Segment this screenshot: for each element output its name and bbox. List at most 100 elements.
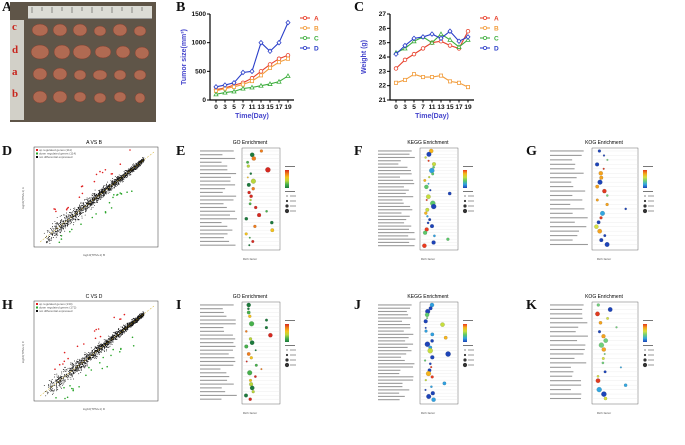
weight-xtick-label: 5 [412, 104, 416, 111]
scatter-h-ylabel: log10(TPM+1) C [21, 340, 25, 363]
enrich-f-title: KEGG Enrichment [407, 140, 449, 146]
tumor-size-point-C [258, 82, 264, 88]
weight-point-B [448, 79, 453, 84]
tumor-size-xtick-label: 17 [275, 104, 283, 111]
tumor-size-xtick-label: 15 [266, 104, 274, 111]
tumor-size-point-C [249, 84, 255, 90]
weight-point-B [457, 80, 462, 85]
panel-label-d: D [2, 144, 13, 159]
scatter-h: C VS D up regulated genes (134) down reg… [21, 294, 159, 411]
tumor-size-xtick-label: 0 [214, 104, 218, 111]
weight-point-B [394, 80, 399, 85]
enrich-j: KEGG Enrichment Rich factor [378, 294, 474, 415]
weight-xtick-label: 3 [403, 104, 407, 111]
scatter-d-xlabel: log10(TPM+1) B [83, 253, 105, 257]
tumor-size-legend-label-A: A [314, 15, 319, 22]
tumor-size-point-D [285, 19, 291, 26]
panel-label-e: E [176, 144, 186, 159]
weight-ytick-label: 21 [379, 97, 387, 104]
weight-ytick-label: 23 [379, 68, 387, 75]
tumor-size-legend-label-D: D [314, 45, 319, 52]
weight-point-B [466, 85, 471, 90]
tumor-size-point-B [268, 65, 273, 70]
enrich-k-xlabel: Rich factor [597, 411, 611, 415]
tumor-size-legend-marker-C [303, 36, 308, 41]
enrich-i: GO Enrichment Rich factor [200, 294, 296, 415]
weight-legend-label-B: B [494, 25, 499, 32]
enrich-e: GO Enrichment Rich factor [200, 140, 296, 261]
panel-label-i: I [176, 298, 182, 313]
scatter-d-ylabel: log10(TPM+1) A [21, 187, 25, 209]
tumor-size-ytick-label: 500 [195, 68, 206, 75]
tumor-size-point-D [222, 82, 228, 88]
weight-point-D [429, 31, 435, 37]
panel-label-k: K [526, 298, 537, 313]
tumor-size-point-A [285, 53, 291, 58]
tumor-size-point-B [277, 60, 282, 65]
tumor-size-point-D [276, 39, 282, 46]
weight-ylabel: Weight (g) [361, 40, 368, 74]
tumor-size-point-B [241, 82, 246, 87]
enrich-g-xlabel: Rich factor [597, 257, 611, 261]
tumor-size-ytick-label: 0 [202, 97, 206, 104]
panel-label-c: C [354, 0, 365, 15]
weight-point-A [402, 57, 408, 63]
tumor-size-ylabel: Tumor size(mm³) [181, 29, 188, 85]
tumor-size-xtick-label: 5 [232, 104, 236, 111]
weight-point-A [420, 46, 426, 51]
tumor-size-point-C [285, 73, 291, 78]
weight-ytick-label: 26 [379, 25, 387, 32]
panel-label-a: A [2, 0, 13, 15]
weight-point-C [438, 31, 444, 37]
weight-legend-label-C: C [494, 35, 499, 42]
weight-point-B [403, 77, 408, 82]
scatter-d-legend-up: up regulated genes (111) [39, 148, 72, 152]
scatter-h-legend-up: up regulated genes (134) [39, 302, 73, 306]
tumor-size-point-A [258, 69, 264, 74]
enrich-e-xlabel: Rich factor [243, 257, 257, 261]
tumor-size-point-B [286, 56, 291, 61]
weight-xtick-label: 7 [421, 104, 425, 111]
weight-point-A [465, 29, 471, 34]
weight-ytick-label: 22 [379, 83, 387, 90]
weight-point-A [411, 51, 417, 57]
weight-point-D [465, 34, 471, 40]
tumor-size-xtick-label: 7 [241, 104, 245, 111]
tumor-samples [30, 23, 150, 104]
weight-point-D [438, 35, 444, 42]
scatter-h-legend-ns: not differential expressed [39, 309, 73, 313]
tumor-size-point-B [259, 73, 264, 78]
tumor-size-point-D [267, 48, 273, 55]
tumor-size-point-D [258, 39, 264, 46]
tumor-photo: c d a b [10, 2, 156, 122]
tumor-size-ytick-label: 1000 [192, 40, 207, 47]
weight-xtick-label: 19 [464, 104, 472, 111]
tumor-size-legend-marker-D [303, 46, 308, 51]
enrich-j-title: KEGG Enrichment [407, 294, 449, 300]
tumor-size-xtick-label: 19 [284, 104, 292, 111]
weight-point-D [402, 42, 408, 49]
weight-xtick-label: 17 [455, 104, 463, 111]
enrich-i-xlabel: Rich factor [243, 411, 257, 415]
ruler [28, 6, 152, 19]
row-label-d: d [12, 44, 19, 56]
tumor-size-point-D [213, 84, 219, 90]
panel-label-g: G [526, 144, 537, 159]
panel-label-j: J [354, 298, 361, 313]
weight-point-B [412, 72, 417, 77]
tumor-size-point-D [231, 80, 237, 86]
tumor-size-xtick-label: 11 [249, 104, 256, 111]
weight-ytick-label: 27 [379, 11, 387, 18]
weight-point-D [411, 35, 417, 42]
weight-legend-label-A: A [494, 15, 499, 22]
panel-label-h: H [2, 298, 13, 313]
tumor-size-point-C [222, 89, 228, 95]
scatter-d-legend-ns: not differential expressed [39, 155, 73, 159]
tumor-size-legend-marker-B [303, 25, 308, 30]
enrich-f-xlabel: Rich factor [421, 257, 435, 261]
tumor-size-point-B [232, 84, 237, 89]
tumor-size-xtick-label: 13 [257, 104, 265, 111]
tumor-size-point-A [267, 62, 273, 67]
weight-chart: 21 22 23 24 25 26 27 0 3 5 7 11 13 15 17 19 Time(Day) Wei… [361, 11, 499, 120]
